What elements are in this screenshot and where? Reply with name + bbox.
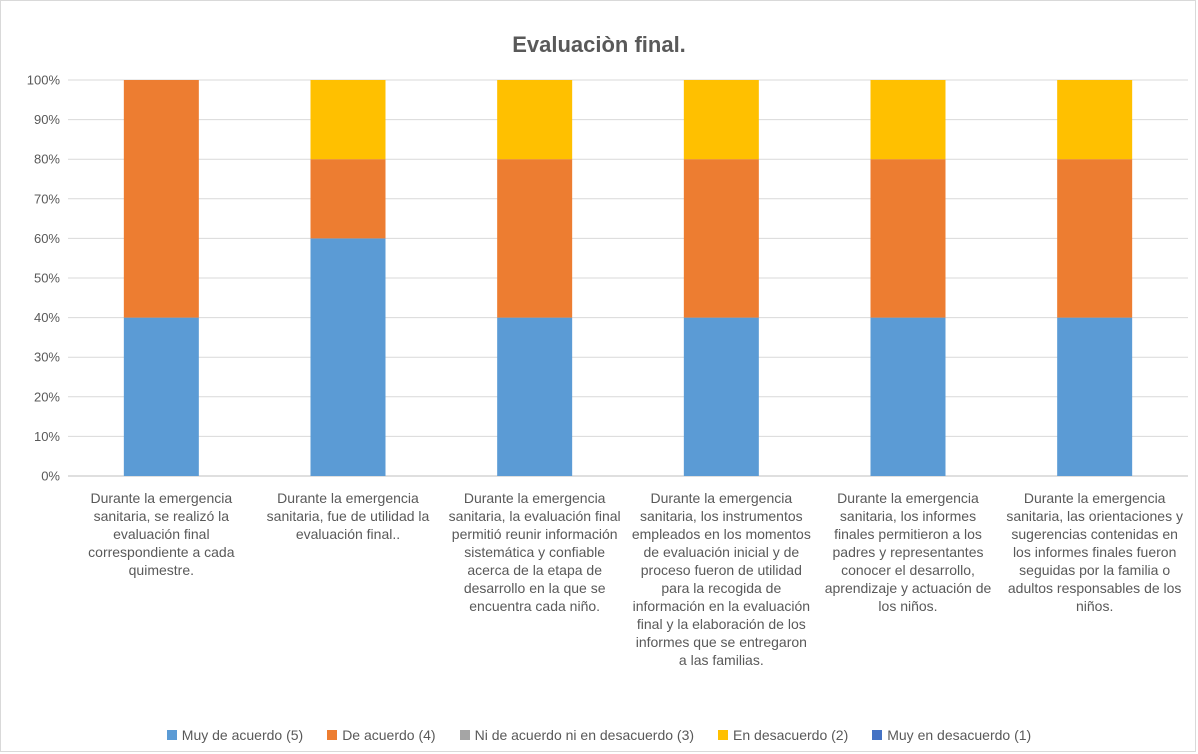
legend-swatch: [459, 730, 470, 740]
y-tick-label: 90%: [34, 112, 60, 127]
x-category-label: Durante la emergencia sanitaria, se real…: [88, 490, 235, 578]
y-tick-label: 80%: [34, 152, 60, 167]
bar-segment: [683, 80, 759, 160]
bar-segment: [870, 317, 946, 476]
legend-item: En desacuerdo (2): [718, 727, 848, 743]
bar-segment: [310, 238, 386, 476]
bar-segment: [123, 317, 199, 476]
bar-segment: [497, 317, 573, 476]
bar-segment: [310, 80, 386, 160]
x-category-label: Durante la emergencia sanitaria, los inf…: [824, 490, 992, 614]
legend-swatch: [327, 730, 338, 740]
y-tick-label: 50%: [34, 271, 60, 286]
y-tick-label: 10%: [34, 429, 60, 444]
legend-label: En desacuerdo (2): [733, 727, 849, 743]
bar-segment: [870, 80, 946, 160]
legend-item: Ni de acuerdo ni en desacuerdo (3): [459, 727, 695, 743]
bar-segment: [497, 80, 573, 160]
chart-legend: Muy de acuerdo (5) De acuerdo (4) Ni de ac…: [0, 727, 1198, 743]
bar-segment: [1057, 159, 1133, 318]
legend-swatch: [166, 730, 177, 740]
legend-swatch: [718, 730, 729, 740]
legend-label: De acuerdo (4): [342, 727, 436, 743]
bar-segment: [310, 159, 386, 239]
bar-segment: [1057, 317, 1133, 476]
legend-swatch: [872, 730, 883, 740]
legend-item: De acuerdo (4): [327, 727, 436, 743]
chart-title: Evaluaciòn final.: [512, 32, 686, 57]
x-category-label: Durante la emergencia sanitaria, los ins…: [631, 490, 811, 668]
y-tick-label: 60%: [34, 231, 60, 246]
legend-label: Ni de acuerdo ni en desacuerdo (3): [474, 727, 695, 743]
legend-label: Muy de acuerdo (5): [181, 727, 304, 743]
legend-item: Muy en desacuerdo (1): [872, 727, 1031, 743]
y-tick-label: 30%: [34, 350, 60, 365]
y-tick-label: 100%: [27, 73, 61, 88]
bar-segment: [123, 80, 199, 318]
bar-segment: [1057, 80, 1133, 160]
bar-segment: [683, 159, 759, 318]
legend-item: Muy de acuerdo (5): [166, 727, 304, 743]
bar-segment: [870, 159, 946, 318]
y-tick-label: 0%: [41, 469, 60, 484]
y-tick-label: 70%: [34, 191, 60, 206]
x-category-label: Durante la emergencia sanitaria, la eval…: [448, 490, 621, 614]
x-category-label: Durante la emergencia sanitaria, las ori…: [1006, 490, 1183, 614]
x-category-label: Durante la emergencia sanitaria, fue de …: [266, 490, 430, 542]
legend-label: Muy en desacuerdo (1): [887, 727, 1032, 743]
y-tick-label: 20%: [34, 389, 60, 404]
y-tick-label: 40%: [34, 310, 60, 325]
bar-segment: [497, 159, 573, 318]
bar-segment: [683, 317, 759, 476]
